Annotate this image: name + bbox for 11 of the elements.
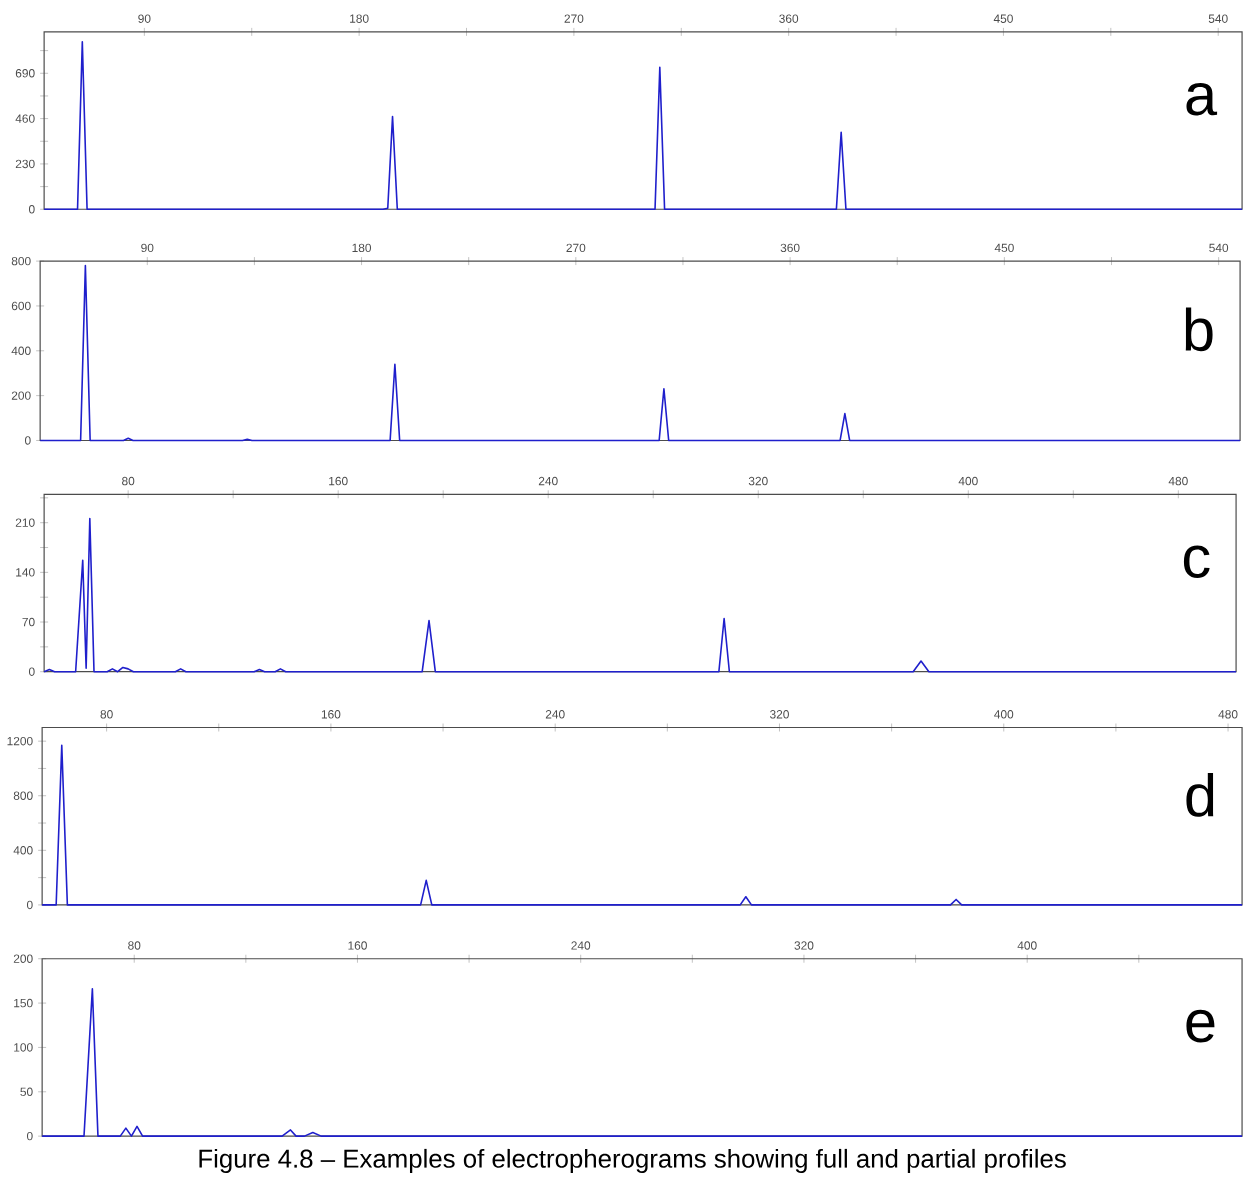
annotation: c xyxy=(1183,545,1210,579)
line-series xyxy=(43,40,1243,211)
annotation: d xyxy=(1186,773,1214,817)
line-series xyxy=(41,744,1243,906)
annotation: e xyxy=(1186,1009,1215,1043)
annotation: a xyxy=(1186,82,1218,116)
annotation: b xyxy=(1185,307,1213,352)
line-series xyxy=(41,988,1243,1137)
caption: Figure 4.8 – Examples of electropherograms showing full and partial profiles xyxy=(199,1148,1066,1173)
line-series xyxy=(43,517,1237,673)
line-series xyxy=(39,264,1241,442)
